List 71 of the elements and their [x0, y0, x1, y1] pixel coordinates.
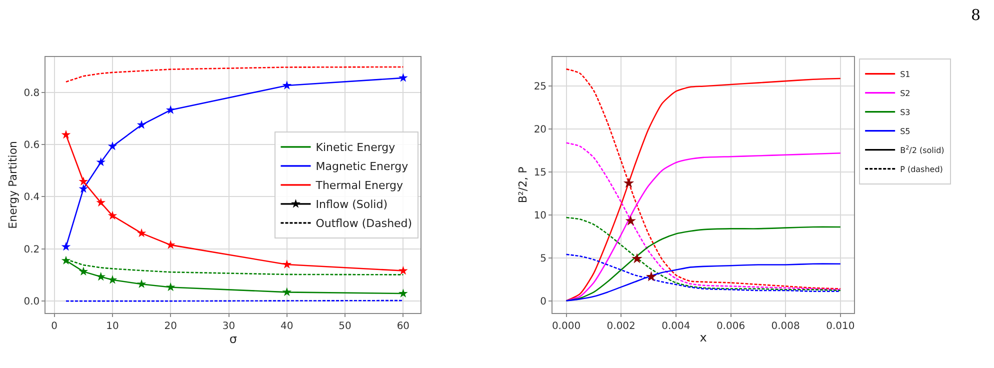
- legend-label: Magnetic Energy: [316, 160, 409, 174]
- y-tick-label: 25: [534, 82, 547, 93]
- legend-label: S2: [900, 88, 910, 98]
- point: [166, 240, 176, 249]
- x-tick-label: 0.006: [716, 320, 746, 332]
- x-tick-label: 20: [164, 320, 177, 332]
- legend-label: P (dashed): [900, 164, 943, 174]
- text: 8: [971, 6, 981, 24]
- point: [96, 157, 106, 166]
- point: [398, 266, 408, 275]
- legend-label: S3: [900, 108, 910, 117]
- legend-label: Inflow (Solid): [316, 198, 388, 212]
- line-series: [65, 66, 404, 82]
- point: [166, 105, 176, 114]
- x-tick-label: 50: [338, 320, 352, 332]
- point: [78, 266, 88, 276]
- legend-label: Kinetic Energy: [316, 141, 396, 154]
- x-tick-label: 30: [222, 320, 236, 332]
- y-tick-label: 0: [540, 296, 547, 308]
- point: [623, 178, 634, 188]
- point: [108, 210, 118, 220]
- x-axis-title: x: [700, 330, 707, 345]
- x-tick-label: 0: [51, 320, 58, 332]
- x-tick-label: 40: [280, 320, 294, 332]
- x-tick-label: 0.002: [606, 320, 636, 332]
- point: [78, 176, 88, 186]
- point: [108, 275, 118, 284]
- x-tick-label: 0.000: [552, 320, 581, 332]
- point: [96, 198, 106, 207]
- point: [398, 73, 408, 82]
- point: [398, 288, 408, 298]
- point: [282, 80, 292, 90]
- y-axis-title: Energy Partition: [6, 140, 20, 229]
- point: [136, 228, 146, 238]
- y-tick-label: 0.6: [24, 140, 40, 151]
- y-tick-label: 5: [540, 253, 547, 264]
- point: [61, 256, 71, 265]
- point: [61, 130, 71, 139]
- point: [625, 215, 636, 226]
- point: [282, 287, 292, 296]
- point: [78, 184, 88, 193]
- x-tick-label: 0.010: [826, 320, 855, 332]
- x-tick-label: 10: [106, 320, 119, 332]
- legend-label: S5: [900, 126, 910, 136]
- y-tick-label: 0.0: [24, 296, 40, 308]
- y-tick-label: 0.2: [24, 244, 40, 256]
- y-tick-label: 15: [534, 168, 547, 179]
- legend-label: Thermal Energy: [314, 179, 404, 192]
- line-series: [566, 216, 842, 292]
- y-axis-title: B²/2, P: [516, 166, 530, 204]
- x-tick-label: 0.008: [771, 320, 800, 332]
- point: [96, 272, 106, 281]
- line-series: [566, 226, 842, 302]
- legend-label: Outflow (Dashed): [316, 217, 412, 230]
- y-tick-label: 0.4: [24, 192, 40, 204]
- point: [108, 141, 118, 150]
- legend-label: S1: [900, 70, 910, 79]
- y-tick-label: 10: [534, 210, 547, 222]
- point: [282, 260, 292, 268]
- point: [166, 282, 176, 292]
- x-tick-label: 0.004: [662, 320, 690, 332]
- point: [646, 271, 657, 282]
- point: [632, 253, 642, 264]
- x-axis-title: σ: [229, 332, 238, 346]
- point: [61, 242, 71, 251]
- point: [136, 120, 146, 129]
- y-tick-label: 20: [534, 124, 547, 136]
- x-tick-label: 60: [396, 320, 410, 332]
- y-tick-label: 0.8: [24, 88, 40, 99]
- legend-label: B$^{2}$/2 (solid): [900, 144, 944, 155]
- point: [136, 279, 146, 288]
